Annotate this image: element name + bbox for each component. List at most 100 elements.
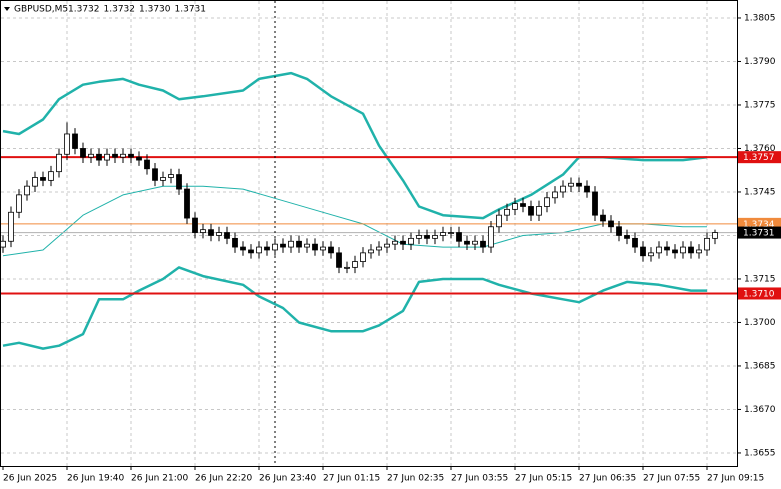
candle-body <box>112 153 118 158</box>
header-value: 1.3732 <box>68 5 100 15</box>
candle-body <box>592 191 598 216</box>
candle-body <box>192 217 198 233</box>
candle-body <box>392 240 398 245</box>
header-value: 1.3731 <box>175 5 207 15</box>
candle-body <box>96 153 102 161</box>
candle-body <box>208 229 214 236</box>
candle-body <box>328 246 334 254</box>
y-tick-label: 1.3670 <box>744 405 776 415</box>
candle-body <box>80 148 86 158</box>
candle-body <box>352 261 358 268</box>
candle-body <box>528 206 534 216</box>
x-tick-label: 26 Jun 23:40 <box>259 474 316 484</box>
candle-body <box>144 159 150 170</box>
candle-body <box>128 153 134 158</box>
candle-body <box>496 214 502 228</box>
candle-body <box>312 243 318 251</box>
y-tick-label: 1.3760 <box>744 144 776 154</box>
candle-body <box>656 246 662 254</box>
candle-body <box>336 252 342 268</box>
candle-body <box>176 174 182 190</box>
menu-arrow <box>4 7 10 11</box>
symbol-title: GBPUSD,M5 <box>14 5 68 15</box>
y-tick-label: 1.3775 <box>744 100 776 110</box>
candle-body <box>552 191 558 199</box>
candle-body <box>472 240 478 245</box>
x-tick-label: 27 Jun 05:15 <box>515 474 572 484</box>
y-tick-label: 1.3700 <box>744 318 776 328</box>
y-tick-label: 1.3715 <box>744 274 776 284</box>
candle-body <box>608 220 614 228</box>
candle-body <box>296 240 302 248</box>
candle-body <box>256 246 262 254</box>
candle-body <box>104 153 110 161</box>
band-line <box>2 71 708 220</box>
candle-body <box>360 252 366 262</box>
candle-body <box>368 249 374 254</box>
candle-body <box>232 237 238 248</box>
candle-body <box>536 206 542 216</box>
x-tick-label: 27 Jun 06:35 <box>579 474 636 484</box>
candle-body <box>712 232 718 239</box>
band-line <box>2 266 707 350</box>
price-badge-label: 1.3757 <box>743 153 775 163</box>
candle-body <box>376 246 382 251</box>
candle-body <box>24 185 30 196</box>
candle-body <box>240 246 246 251</box>
candle-body <box>432 235 438 239</box>
x-tick-label: 26 Jun 2025 <box>3 474 57 484</box>
candle-body <box>704 237 710 251</box>
x-tick-label: 27 Jun 07:55 <box>643 474 700 484</box>
candle-body <box>456 232 462 242</box>
candle-body <box>576 182 582 187</box>
candle-body <box>400 240 406 245</box>
candle-body <box>136 156 142 161</box>
header-value: 1.3730 <box>139 5 171 15</box>
candle-body <box>424 235 430 239</box>
candle-body <box>504 208 510 216</box>
candle-body <box>568 182 574 187</box>
candle-body <box>0 240 6 248</box>
grid <box>1 1 737 466</box>
header-value: 1.3732 <box>104 5 136 15</box>
candle-body <box>16 194 22 213</box>
candle-body <box>632 237 638 248</box>
candle-body <box>416 235 422 239</box>
candle-body <box>560 185 566 193</box>
candle-body <box>464 240 470 245</box>
candle-body <box>200 229 206 233</box>
candle-body <box>48 171 54 181</box>
candle-body <box>264 246 270 251</box>
x-tick-label: 26 Jun 19:40 <box>67 474 124 484</box>
candle-body <box>664 246 670 251</box>
x-tick-label: 26 Jun 21:00 <box>131 474 188 484</box>
candle-body <box>216 232 222 236</box>
candle-body <box>280 243 286 248</box>
candle-body <box>184 188 190 219</box>
candle-body <box>440 232 446 236</box>
x-tick-label: 26 Jun 22:20 <box>195 474 252 484</box>
candle-body <box>624 235 630 239</box>
price-badges: 1.3757 1.3734 1.3710 1.3731 <box>738 151 781 300</box>
candle-body <box>488 226 494 248</box>
candle-body <box>600 214 606 222</box>
price-badge <box>738 287 781 300</box>
candle-body <box>512 203 518 210</box>
candle-body <box>248 249 254 254</box>
candle-body <box>56 153 62 173</box>
candle-body <box>160 177 166 181</box>
candle-body <box>384 243 390 248</box>
price-badge-label: 1.3731 <box>743 229 775 239</box>
candle-body <box>8 211 14 242</box>
candle-body <box>648 252 654 257</box>
y-tick-label: 1.3685 <box>744 361 776 371</box>
candle-body <box>168 174 174 178</box>
y-tick-label: 1.3805 <box>744 13 776 23</box>
candle-body <box>272 243 278 251</box>
candle-body <box>520 203 526 207</box>
x-tick-label: 27 Jun 02:35 <box>387 474 444 484</box>
x-tick-label: 27 Jun 09:15 <box>707 474 764 484</box>
candle-body <box>224 232 230 239</box>
candle-body <box>88 153 94 158</box>
